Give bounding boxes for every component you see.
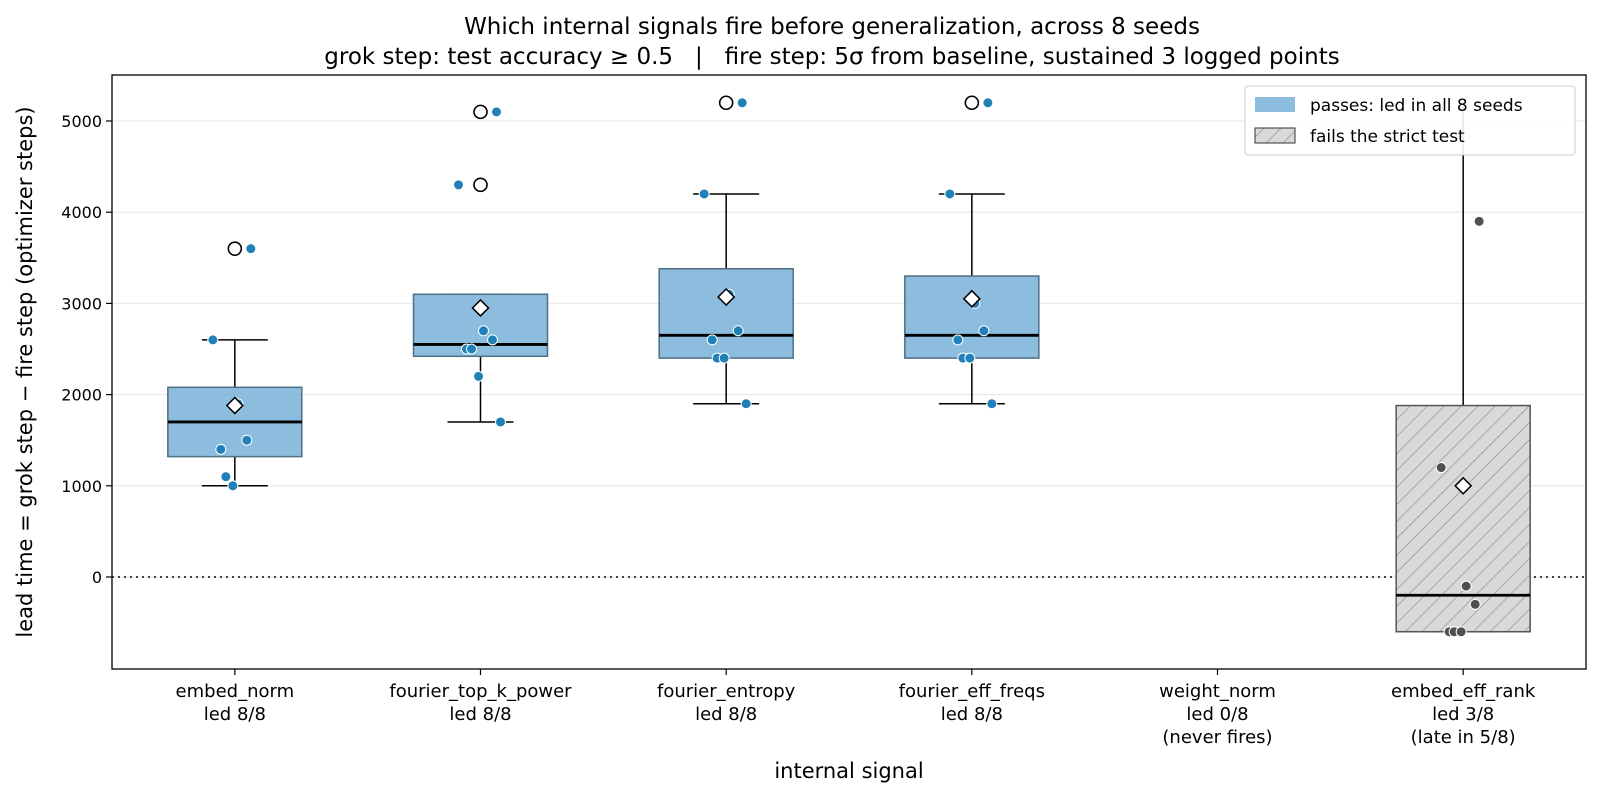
mean-marker-embed_eff_rank <box>1454 476 1473 495</box>
seed-point-fourier_eff_freqs-0 <box>982 97 994 109</box>
data-points <box>207 97 1485 638</box>
seed-point-fourier_entropy-0 <box>736 97 748 109</box>
seed-point-embed_norm-5 <box>220 471 232 483</box>
seed-point-fourier_top_k_power-2 <box>478 325 489 337</box>
legend-label-fail: fails the strict test <box>1310 127 1465 147</box>
seed-point-fourier_eff_freqs-3 <box>978 325 990 337</box>
mean-marker-embed_norm <box>225 396 244 415</box>
y-tick-label-1000: 1000 <box>61 477 102 496</box>
seed-point-fourier_top_k_power-7 <box>495 416 506 428</box>
seed-point-fourier_entropy-7 <box>740 398 752 410</box>
mean-marker-fourier_entropy <box>717 287 736 307</box>
y-tick-label-0: 0 <box>92 568 102 587</box>
seed-point-embed_norm-4 <box>215 443 227 455</box>
x-tick-label-fourier_top_k_power-1: led 8/8 <box>449 704 511 725</box>
seed-point-embed_eff_rank-6 <box>1455 626 1467 638</box>
x-tick-label-fourier_entropy-0: fourier_entropy <box>657 681 796 702</box>
chart-subtitle: grok step: test accuracy ≥ 0.5 | fire st… <box>324 44 1339 70</box>
outlier-fourier_eff_freqs-0 <box>964 95 980 111</box>
outlier-fourier_top_k_power-1 <box>473 177 488 193</box>
seed-point-fourier_top_k_power-3 <box>487 334 498 346</box>
x-tick-label-embed_norm-1: led 8/8 <box>204 704 266 725</box>
chart-title: Which internal signals fire before gener… <box>464 14 1200 40</box>
x-tick-label-fourier_top_k_power-0: fourier_top_k_power <box>389 681 572 702</box>
seed-point-embed_norm-0 <box>245 243 257 255</box>
x-tick-label-fourier_entropy-1: led 8/8 <box>695 704 757 725</box>
x-tick-label-fourier_eff_freqs-1: led 8/8 <box>941 704 1003 725</box>
y-tick-label-2000: 2000 <box>61 386 102 405</box>
outlier-fourier_entropy-0 <box>718 95 734 111</box>
seed-point-fourier_top_k_power-0 <box>491 106 502 118</box>
y-tick-label-5000: 5000 <box>61 112 102 131</box>
box-iqr-fourier_entropy <box>658 267 794 359</box>
box-iqr-embed_eff_rank <box>1395 404 1531 633</box>
seed-point-embed_eff_rank-2 <box>1460 580 1472 592</box>
y-axis-label: lead time = grok step − fire step (optim… <box>13 106 37 637</box>
x-tick-label-weight_norm-2: (never fires) <box>1162 727 1272 748</box>
outlier-fourier_top_k_power-0 <box>473 104 488 120</box>
x-tick-label-embed_eff_rank-2: (late in 5/8) <box>1411 727 1516 748</box>
x-tick-label-weight_norm-0: weight_norm <box>1159 681 1276 702</box>
legend-swatch-pass <box>1255 97 1295 112</box>
legend-frame <box>1244 85 1576 156</box>
seed-point-fourier_top_k_power-6 <box>473 370 484 382</box>
box-fourier_eff_freqs <box>904 95 1040 405</box>
seed-point-fourier_eff_freqs-6 <box>964 352 976 364</box>
legend: passes: led in all 8 seeds fails the str… <box>1244 85 1576 156</box>
outlier-embed_norm-0 <box>227 241 243 256</box>
seed-point-fourier_entropy-4 <box>706 334 718 346</box>
y-tick-label-3000: 3000 <box>61 294 102 313</box>
seed-point-fourier_eff_freqs-4 <box>952 334 964 346</box>
seed-point-fourier_top_k_power-1 <box>453 179 464 191</box>
seed-point-fourier_entropy-1 <box>698 188 710 200</box>
legend-swatch-fail <box>1254 127 1296 144</box>
seed-point-embed_eff_rank-3 <box>1469 598 1481 610</box>
seed-point-fourier_top_k_power-5 <box>466 343 477 355</box>
box-iqr-fourier_eff_freqs <box>904 275 1040 359</box>
legend-label-pass: passes: led in all 8 seeds <box>1310 96 1523 116</box>
mean-marker-fourier_eff_freqs <box>962 289 981 308</box>
seed-point-fourier_eff_freqs-7 <box>986 398 998 410</box>
x-tick-label-fourier_eff_freqs-0: fourier_eff_freqs <box>899 681 1045 702</box>
mean-marker-fourier_top_k_power <box>471 298 490 318</box>
seed-point-embed_eff_rank-1 <box>1435 462 1447 474</box>
x-axis-label: internal signal <box>774 759 923 783</box>
seed-point-fourier_entropy-6 <box>718 352 730 364</box>
x-tick-label-embed_norm-0: embed_norm <box>176 681 295 702</box>
box-series <box>167 95 1531 633</box>
x-tick-label-weight_norm-1: led 0/8 <box>1186 704 1248 725</box>
grid-lines <box>112 120 1586 578</box>
seed-point-embed_norm-1 <box>207 334 219 346</box>
seed-point-embed_norm-6 <box>227 480 239 492</box>
seed-point-embed_norm-3 <box>241 434 253 446</box>
seed-point-fourier_entropy-3 <box>732 325 744 337</box>
plot-frame <box>111 74 1587 670</box>
seed-point-embed_eff_rank-0 <box>1473 215 1485 227</box>
box-embed_norm <box>167 241 303 487</box>
x-tick-label-embed_eff_rank-0: embed_eff_rank <box>1391 681 1536 702</box>
seed-point-fourier_eff_freqs-1 <box>944 188 956 200</box>
x-tick-label-embed_eff_rank-1: led 3/8 <box>1432 704 1494 725</box>
box-embed_eff_rank <box>1395 102 1531 633</box>
y-tick-label-4000: 4000 <box>61 203 102 222</box>
